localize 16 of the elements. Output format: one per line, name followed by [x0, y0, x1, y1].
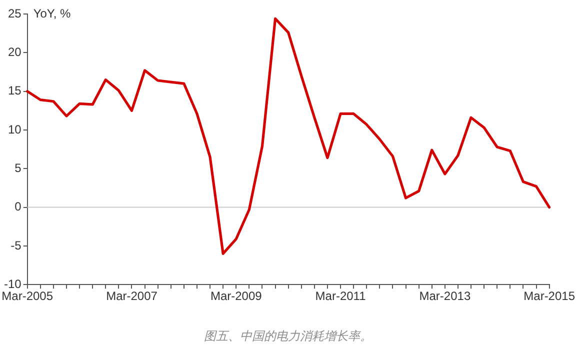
- y-tick-label: 20: [8, 44, 22, 59]
- y-tick-label: 25: [8, 6, 22, 20]
- x-tick-label: Mar-2007: [106, 289, 158, 304]
- y-tick-label: 0: [14, 200, 22, 214]
- y-tick-label: 10: [8, 122, 22, 136]
- x-tick-label: Mar-2005: [2, 289, 54, 304]
- x-tick-label: Mar-2013: [419, 289, 471, 304]
- y-tick-label: -5: [10, 238, 22, 252]
- y-axis-title: YoY, %: [33, 6, 72, 20]
- text: 图五、中国的电力消耗增长率。: [203, 328, 373, 345]
- x-tick-label: Mar-2015: [524, 289, 576, 304]
- y-tick-label: -10: [4, 276, 22, 291]
- x-tick-label: Mar-2009: [210, 289, 262, 304]
- y-tick-label: 15: [8, 84, 22, 98]
- x-tick-label: Mar-2011: [315, 289, 366, 304]
- y-tick-label: 5: [14, 160, 22, 175]
